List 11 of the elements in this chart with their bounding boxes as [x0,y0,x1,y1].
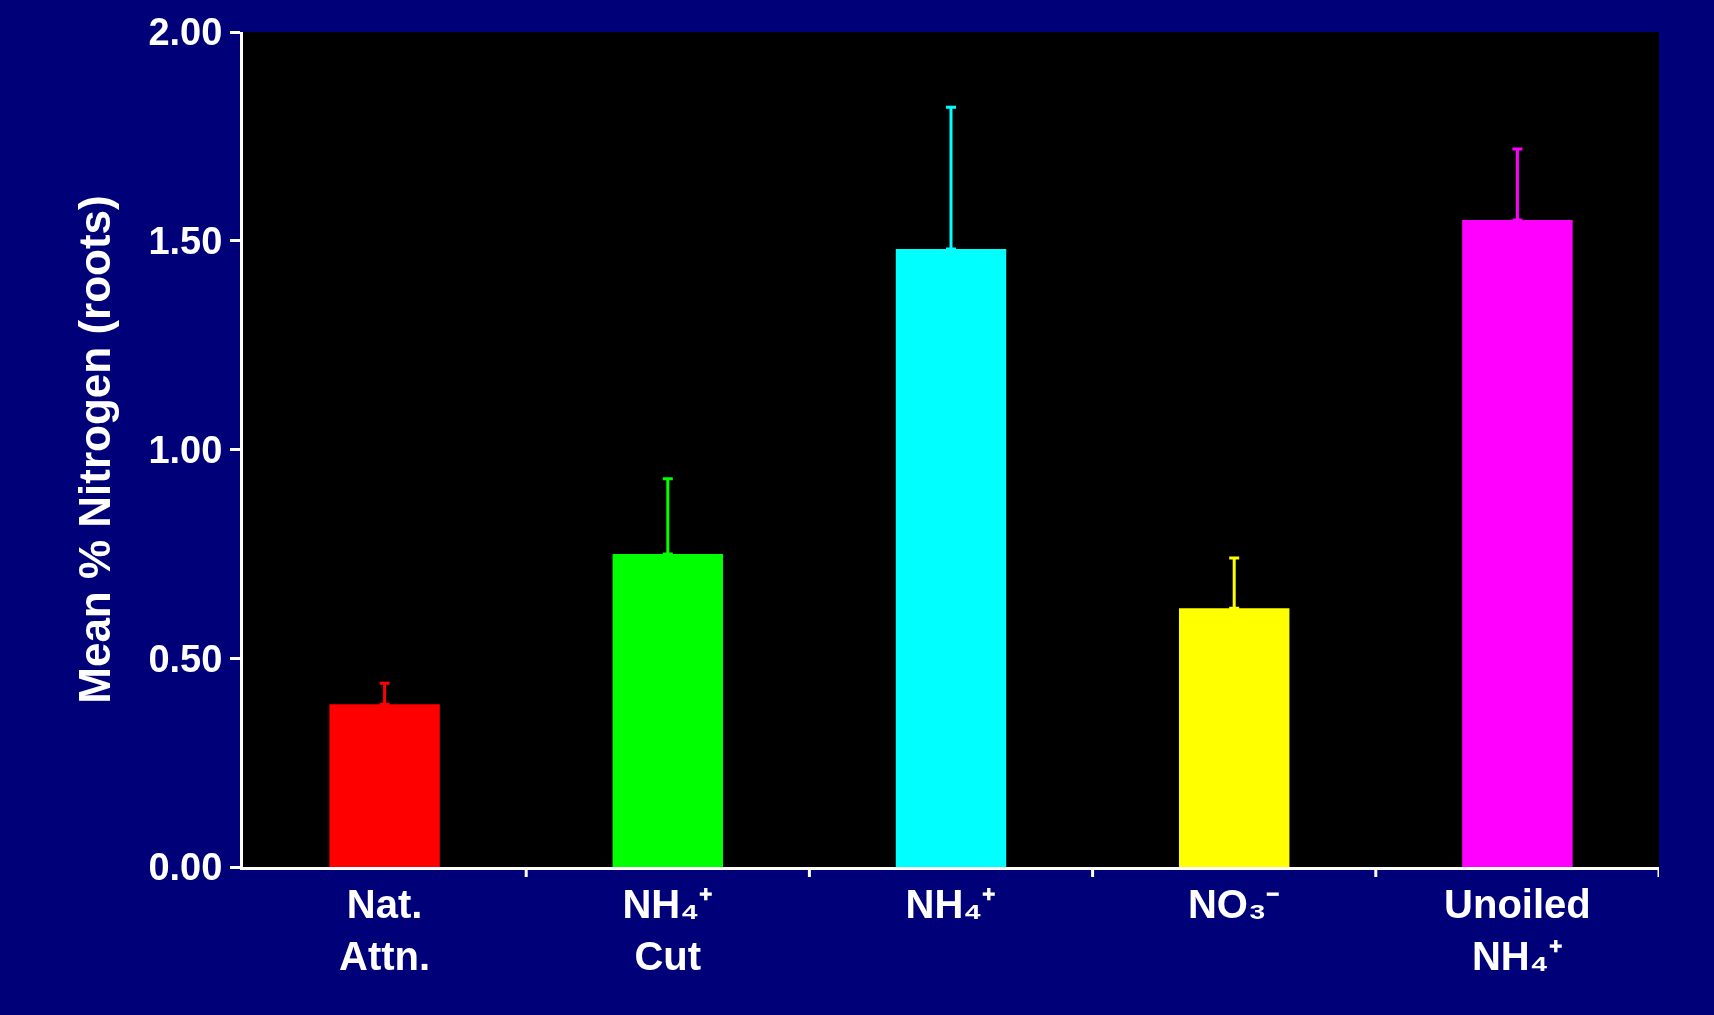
x-tick-label: NH₄⁺ [905,882,997,926]
y-tick-label: 0.50 [148,637,223,680]
x-tick-label: Nat. Attn. [339,882,431,978]
y-axis-title: Mean % Nitrogen (roots) [69,195,119,704]
x-tick-label: NH₄⁺ Cut [622,882,714,978]
x-tick-label: Unoiled NH₄⁺ [1444,882,1591,978]
y-tick-label: 1.00 [148,428,223,471]
y-tick-label: 1.50 [148,220,223,263]
y-tick-label: 2.00 [148,11,223,54]
y-tick-label: 0.00 [148,846,223,889]
x-tick-label: NO₃⁻ [1187,882,1281,926]
